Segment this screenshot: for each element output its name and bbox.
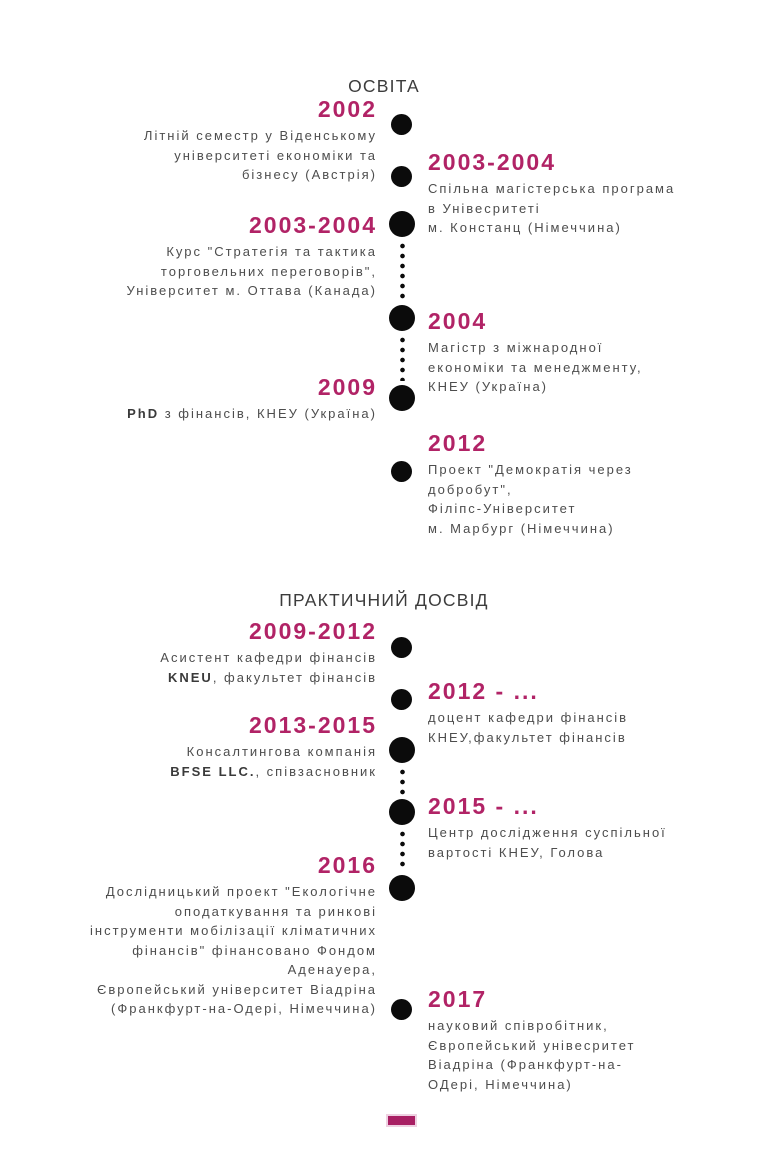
section-title-education: ОСВІТА	[348, 76, 420, 96]
section-title-experience: ПРАКТИЧНИЙ ДОСВІД	[279, 590, 489, 610]
bottom-accent-marker	[386, 1114, 417, 1127]
timeline-dot	[389, 211, 415, 237]
timeline-dot	[389, 305, 415, 331]
timeline-dotted-connector	[400, 335, 405, 381]
timeline-entry-2012-docent: 2012 - ... доцент кафедри фінансів КНЕУ,…	[428, 678, 760, 747]
timeline-dot	[391, 461, 412, 482]
entry-text-pre: Консалтингова компанія	[186, 744, 377, 760]
timeline-dot	[391, 689, 412, 710]
timeline-dotted-connector	[400, 829, 405, 871]
entry-year: 2016	[317, 852, 377, 878]
entry-text-rest: , співзасновник	[255, 763, 377, 779]
timeline-dot	[391, 637, 412, 658]
timeline-entry-2012-marburg: 2012 Проект "Демократія через добробут",…	[428, 430, 760, 538]
entry-text: Дослідницький проект "Екологічне оподатк…	[90, 884, 377, 1017]
timeline-entry-2016: 2016 Дослідницький проект "Екологічне оп…	[10, 852, 375, 1019]
entry-text: Спільна магістерська програма в Унівесри…	[428, 181, 676, 236]
entry-text-pre: Асистент кафедри фінансів	[160, 650, 377, 666]
timeline-dotted-connector	[400, 241, 405, 301]
entry-year: 2009-2012	[249, 618, 377, 644]
timeline-dotted-connector	[400, 767, 405, 795]
entry-text: Літній семестр у Віденському університет…	[143, 128, 377, 183]
entry-year: 2002	[317, 96, 377, 122]
timeline-dot	[391, 114, 412, 135]
entry-text: Асистент кафедри фінансів KNEU, факульте…	[10, 648, 377, 687]
timeline-dot	[389, 875, 415, 901]
timeline-entry-2004: 2004 Магістр з міжнародної економіки та …	[428, 308, 760, 397]
entry-year: 2012 - ...	[428, 678, 539, 704]
timeline-entry-2017: 2017 науковий співробітник, Європейський…	[428, 986, 760, 1094]
entry-text: Магістр з міжнародної економіки та менед…	[428, 340, 643, 395]
entry-text: доцент кафедри фінансів КНЕУ,факультет ф…	[428, 710, 629, 745]
entry-year: 2017	[428, 986, 488, 1012]
entry-year: 2004	[428, 308, 488, 334]
timeline-dot	[391, 999, 412, 1020]
entry-year: 2003-2004	[249, 212, 377, 238]
timeline-entry-2009: 2009 PhD з фінансів, КНЕУ (Україна)	[10, 374, 375, 424]
entry-text: Проект "Демократія через добробут", Філі…	[428, 462, 633, 536]
timeline-entry-2009-2012: 2009-2012 Асистент кафедри фінансів KNEU…	[10, 618, 375, 687]
entry-year: 2013-2015	[249, 712, 377, 738]
entry-text: Консалтингова компанія BFSE LLC., співза…	[10, 742, 377, 781]
entry-text-bold: BFSE LLC.	[170, 763, 256, 779]
timeline-dot	[391, 166, 412, 187]
timeline-dot	[389, 385, 415, 411]
entry-text: Центр дослідження суспільної вартості КН…	[428, 825, 667, 860]
timeline-entry-2002: 2002 Літній семестр у Віденському універ…	[10, 96, 375, 185]
timeline-dot	[389, 737, 415, 763]
timeline-dot	[389, 799, 415, 825]
entry-text-bold: KNEU	[167, 669, 213, 685]
timeline-entry-2003-2004-ottawa: 2003-2004 Курс "Стратегія та тактика тор…	[10, 212, 375, 301]
timeline-entry-2003-2004-konstanz: 2003-2004 Спільна магістерська програма …	[428, 149, 760, 238]
entry-year: 2009	[317, 374, 377, 400]
entry-text-rest: , факультет фінансів	[212, 669, 377, 685]
entry-text: PhD з фінансів, КНЕУ (Україна)	[10, 404, 377, 424]
entry-year: 2015 - ...	[428, 793, 539, 819]
entry-text-rest: з фінансів, КНЕУ (Україна)	[159, 406, 377, 422]
entry-year: 2012	[428, 430, 488, 456]
entry-year: 2003-2004	[428, 149, 556, 175]
timeline-entry-2013-2015: 2013-2015 Консалтингова компанія BFSE LL…	[10, 712, 375, 781]
entry-text: Курс "Стратегія та тактика торговельних …	[126, 244, 377, 299]
entry-text-bold: PhD	[127, 406, 160, 422]
timeline-entry-2015: 2015 - ... Центр дослідження суспільної …	[428, 793, 760, 862]
entry-text: науковий співробітник, Європейський унів…	[428, 1018, 636, 1092]
